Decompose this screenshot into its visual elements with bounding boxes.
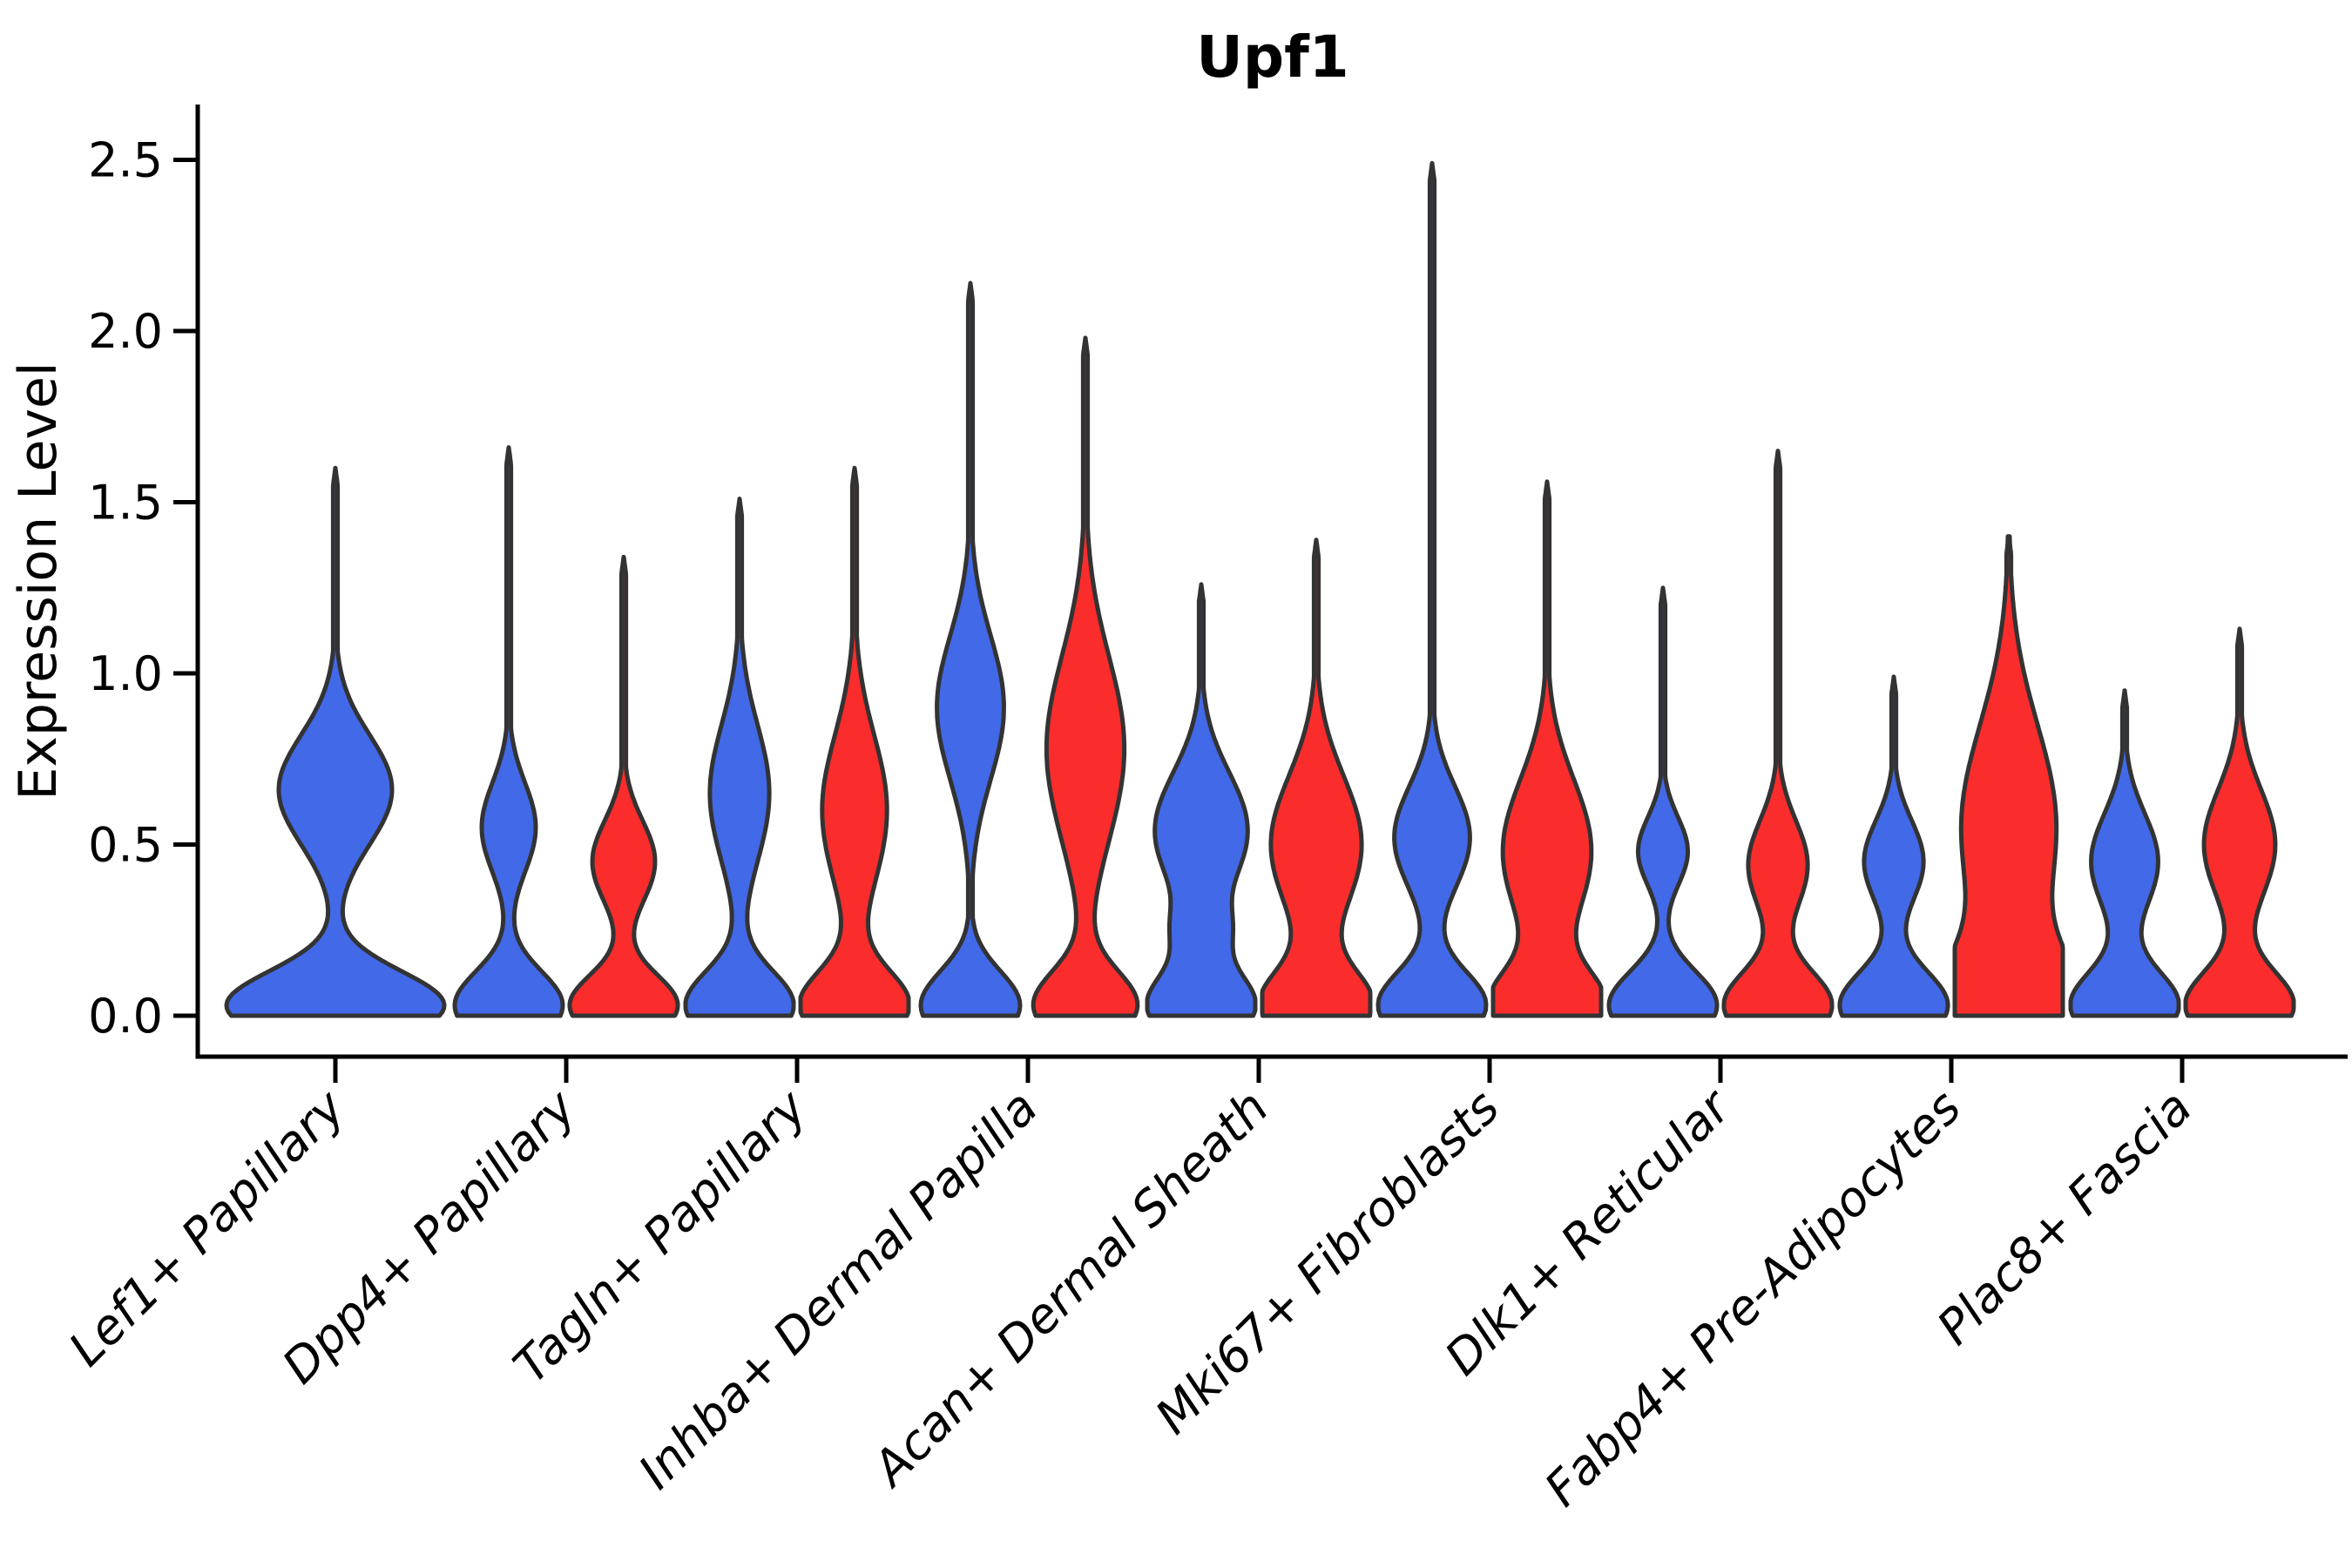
y-tick-label: 2.0 (88, 304, 163, 359)
chart-title: Upf1 (1196, 24, 1348, 91)
y-tick-label: 2.5 (88, 133, 163, 188)
violin-7-red (1952, 534, 2065, 1018)
violin-6-red (1721, 449, 1835, 1018)
violin-5-red (1490, 479, 1604, 1018)
violin-2-blue (683, 497, 796, 1018)
y-tick-label: 0.0 (88, 989, 163, 1044)
y-axis-label: Expression Level (8, 362, 69, 800)
violin-5-blue (1375, 160, 1489, 1018)
x-tick-label: Fabp4+ Pre-Adipocytes (1534, 1079, 1971, 1517)
x-tick-label: Inhba+ Dermal Papilla (628, 1079, 1048, 1499)
violin-0-blue (224, 465, 447, 1018)
violin-2-red (798, 465, 911, 1018)
violin-8-red (2183, 626, 2296, 1018)
violin-4-blue (1145, 582, 1258, 1018)
y-tick-label: 1.0 (88, 646, 163, 701)
violin-6-blue (1606, 585, 1720, 1018)
y-tick-label: 0.5 (88, 818, 163, 873)
violin-7-blue (1837, 674, 1950, 1018)
violin-3-red (1031, 335, 1140, 1018)
violin-1-blue (452, 445, 565, 1018)
y-tick-label: 1.5 (88, 476, 163, 531)
violin-3-blue (918, 280, 1023, 1018)
violin-8-blue (2068, 688, 2181, 1018)
violin-1-red (567, 554, 680, 1018)
violin-4-red (1260, 537, 1373, 1018)
violins-layer (224, 160, 2296, 1018)
x-tick-label: Acan+ Dermal Sheath (861, 1079, 1280, 1498)
